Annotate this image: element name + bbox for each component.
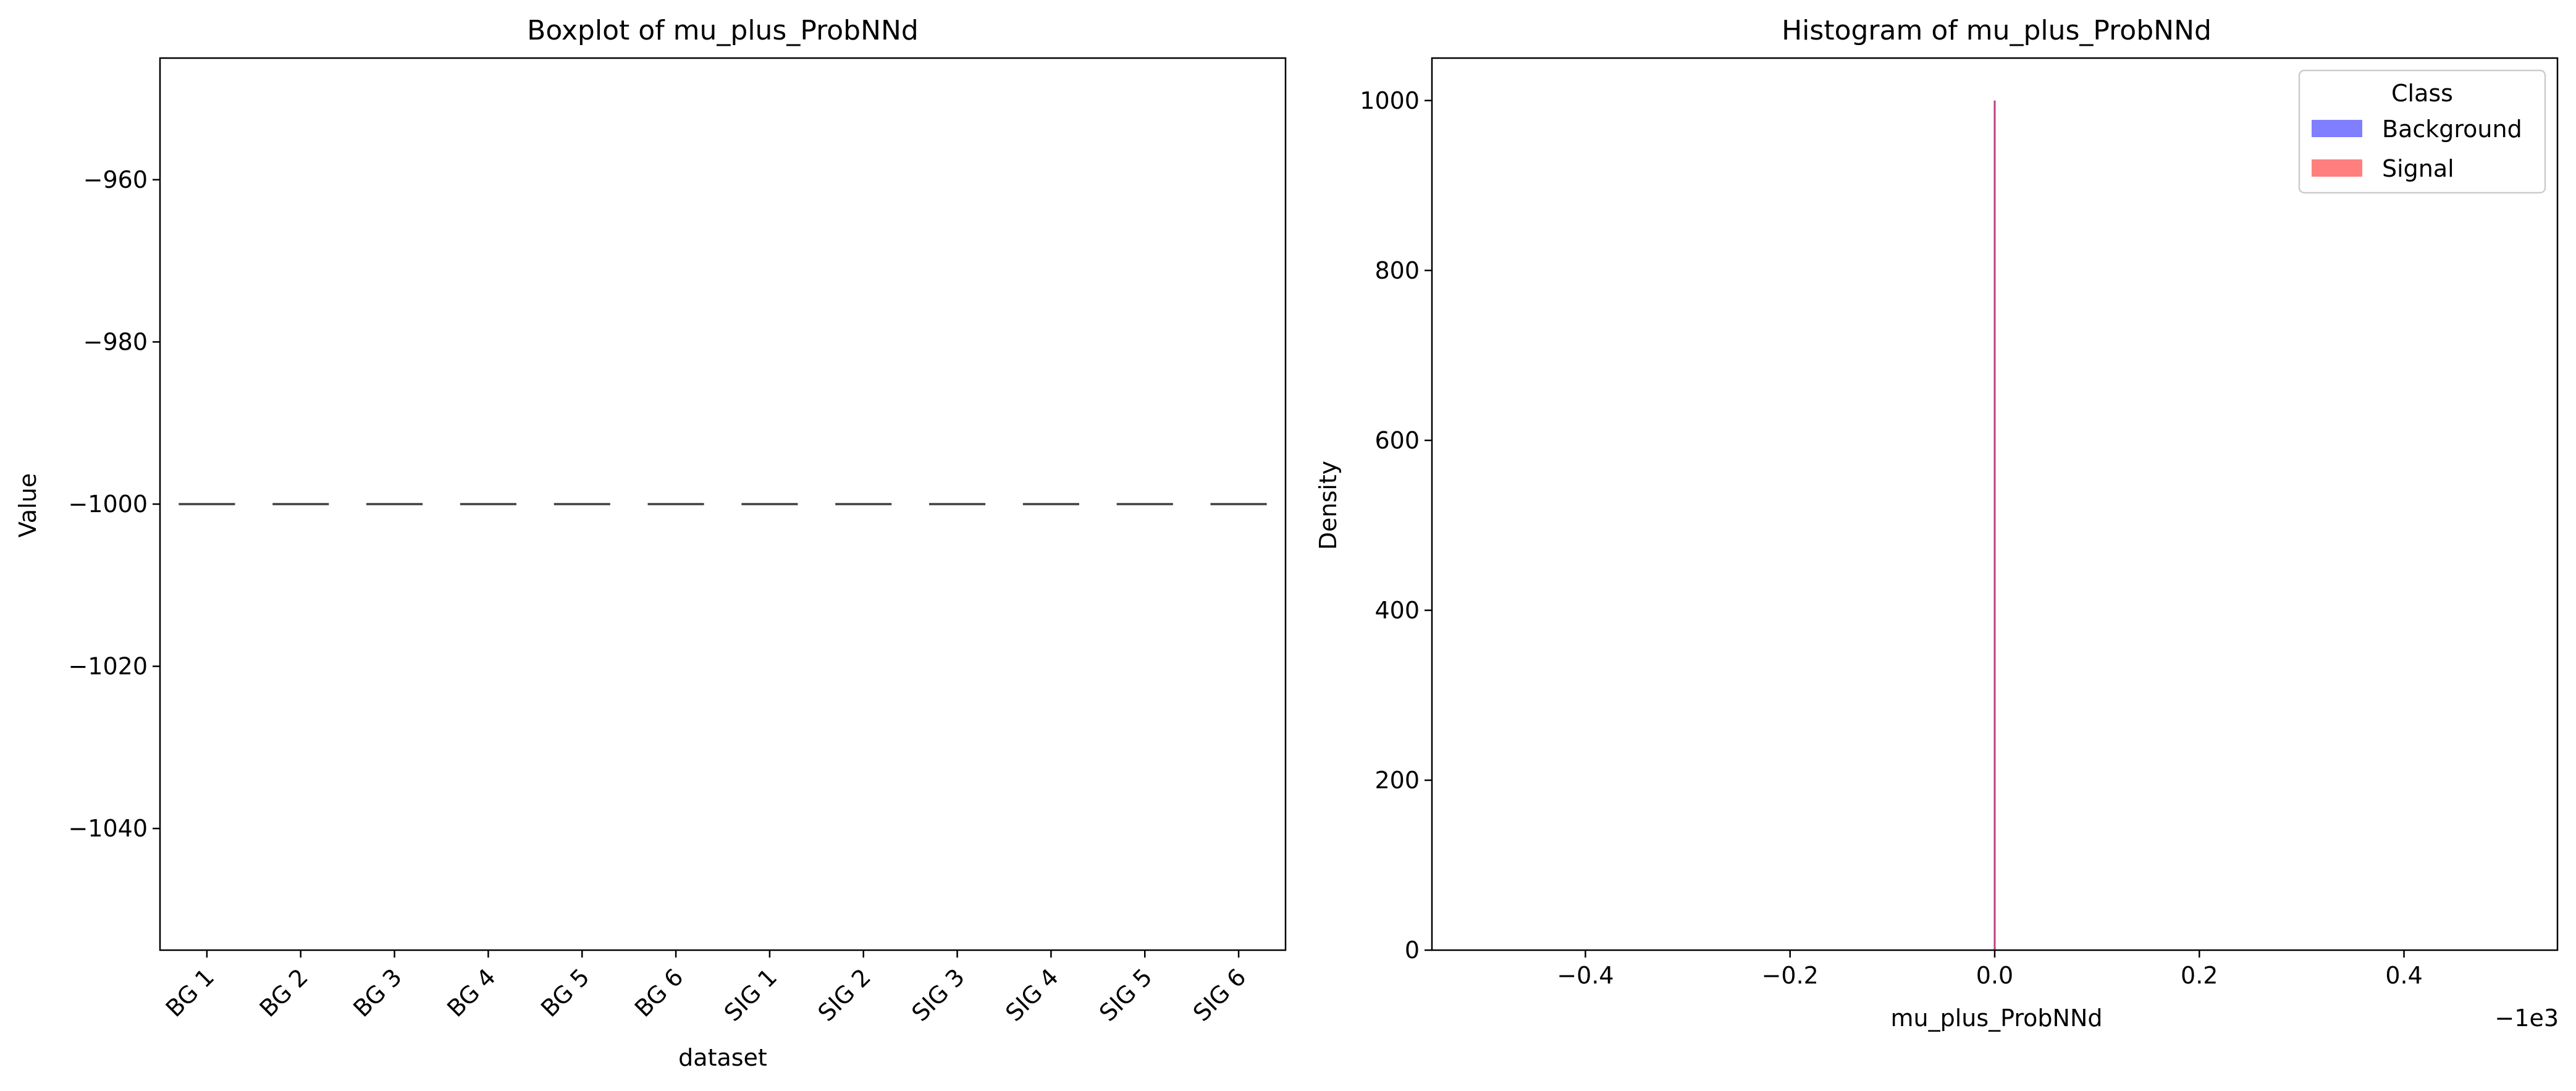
histogram-y-tick-label: 800 — [1374, 257, 1420, 284]
legend-swatch-signal — [2312, 159, 2362, 177]
legend-swatch-background — [2312, 120, 2362, 137]
histogram-xlabel: mu_plus_ProbNNd — [1890, 1005, 2102, 1032]
legend-label-background: Background — [2382, 116, 2522, 143]
histogram-y-tick-label: 200 — [1374, 767, 1420, 794]
boxplot-y-tick-label: −980 — [83, 328, 148, 355]
histogram-y-tick-label: 1000 — [1360, 87, 1420, 114]
histogram-x-ticks: −0.4 −0.2 0.0 0.2 0.4 — [1557, 950, 2423, 989]
legend-title: Class — [2391, 80, 2453, 107]
histogram-y-tick-label: 600 — [1374, 427, 1420, 454]
histogram-panel: Histogram of mu_plus_ProbNNd Density mu_… — [1315, 15, 2559, 1032]
histogram-ylabel: Density — [1315, 461, 1342, 550]
boxplot-y-tick-label: −960 — [83, 166, 148, 193]
boxplot-x-tick-label: BG 1 — [161, 963, 220, 1022]
boxplot-x-tick-label: BG 3 — [348, 963, 407, 1022]
boxplot-y-tick-label: −1000 — [68, 491, 148, 518]
histogram-marks — [1993, 100, 1996, 950]
boxplot-x-tick-label: BG 4 — [442, 963, 501, 1022]
boxplot-ylabel: Value — [14, 473, 41, 537]
histogram-x-tick-label: 0.4 — [2385, 962, 2422, 989]
histogram-offset-label: −1e3 — [2494, 1005, 2559, 1032]
histogram-x-tick-label: 0.0 — [1976, 962, 2013, 989]
histogram-frame — [1431, 57, 2559, 951]
boxplot-xlabel: dataset — [678, 1044, 767, 1071]
boxplot-x-tick-label: BG 5 — [536, 963, 595, 1022]
boxplot-panel: Boxplot of mu_plus_ProbNNd Value dataset… — [14, 15, 1287, 1071]
histogram-x-tick-label: −0.2 — [1762, 962, 1819, 989]
legend-label-signal: Signal — [2382, 155, 2454, 182]
histogram-x-tick-label: −0.4 — [1557, 962, 1614, 989]
boxplot-x-tick-label: SIG 4 — [1000, 963, 1064, 1027]
boxplot-x-tick-label: SIG 5 — [1094, 963, 1158, 1027]
boxplot-y-tick-label: −1040 — [68, 815, 148, 842]
boxplot-x-tick-label: SIG 2 — [813, 963, 877, 1027]
boxplot-x-tick-label: SIG 6 — [1188, 963, 1252, 1027]
boxplot-title: Boxplot of mu_plus_ProbNNd — [527, 15, 919, 46]
histogram-x-tick-label: 0.2 — [2181, 962, 2218, 989]
boxplot-frame — [159, 57, 1287, 951]
histogram-title: Histogram of mu_plus_ProbNNd — [1782, 15, 2212, 46]
boxplot-x-tick-label: BG 2 — [255, 963, 314, 1022]
histogram-legend: Class Background Signal — [2298, 69, 2546, 194]
histogram-y-ticks: 0 200 400 600 800 1000 — [1360, 87, 1432, 964]
boxplot-y-tick-label: −1020 — [68, 653, 148, 680]
histogram-y-tick-label: 400 — [1374, 597, 1420, 624]
boxplot-x-tick-label: SIG 1 — [719, 963, 783, 1027]
boxplot-y-ticks: −1040 −1020 −1000 −980 −960 — [68, 166, 160, 842]
boxplot-x-tick-label: SIG 3 — [906, 963, 970, 1027]
hist-bar-signal — [1993, 100, 1996, 950]
boxplot-x-ticks: BG 1 BG 2 BG 3 BG 4 BG 5 BG 6 SIG 1 SIG 2 SIG 3 S… — [161, 950, 1252, 1027]
histogram-y-tick-label: 0 — [1405, 937, 1420, 964]
boxplot-x-tick-label: BG 6 — [629, 963, 689, 1022]
